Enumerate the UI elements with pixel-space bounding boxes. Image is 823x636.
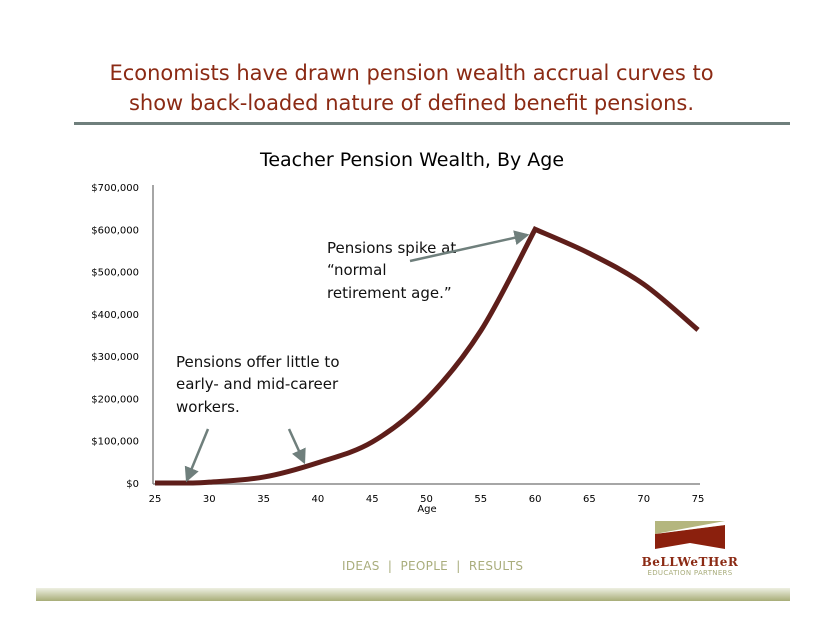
title-divider — [74, 122, 790, 125]
slide-headline: Economists have drawn pension wealth acc… — [0, 58, 823, 118]
arrow-mid-career — [287, 428, 306, 465]
y-tick-label: $100,000 — [91, 437, 139, 448]
x-tick-label: 30 — [203, 494, 216, 505]
x-tick-label: 40 — [312, 494, 325, 505]
x-tick-label: 25 — [149, 494, 162, 505]
arrow-early-career — [184, 428, 210, 483]
x-tick-label: 45 — [366, 494, 379, 505]
headline-line-2: show back-loaded nature of defined benef… — [128, 91, 695, 115]
x-tick-label: 75 — [692, 494, 705, 505]
tagline: IDEAS | PEOPLE | RESULTS — [342, 559, 524, 573]
x-tick-label: 70 — [637, 494, 650, 505]
y-tick-label: $600,000 — [91, 225, 139, 236]
x-axis-label: Age — [417, 504, 436, 515]
arrow-retirement-spike — [409, 230, 530, 263]
x-tick-label: 50 — [420, 494, 433, 505]
y-tick-label: $500,000 — [91, 268, 139, 279]
chart-title: Teacher Pension Wealth, By Age — [259, 149, 564, 171]
logo-name: BeLLWeTHeR — [641, 555, 739, 569]
annotation-left-1: Pensions offer little to — [176, 353, 340, 371]
annotation-right-2: “normal — [327, 261, 387, 279]
footer-bar — [36, 588, 790, 601]
x-tick-label: 55 — [474, 494, 487, 505]
y-tick-label: $0 — [126, 479, 139, 490]
y-tick-label: $300,000 — [91, 352, 139, 363]
x-tick-label: 65 — [583, 494, 596, 505]
y-tick-label: $700,000 — [91, 183, 139, 194]
annotation-right-3: retirement age.” — [327, 284, 452, 302]
bellwether-logo: BeLLWeTHeR EDUCATION PARTNERS — [640, 521, 740, 577]
annotation-right-1: Pensions spike at — [327, 239, 456, 257]
annotation-left-2: early- and mid-career — [176, 375, 339, 393]
annotation-left-3: workers. — [176, 398, 240, 416]
y-tick-label: $200,000 — [91, 394, 139, 405]
logo-mark-icon — [655, 521, 725, 549]
headline-line-1: Economists have drawn pension wealth acc… — [109, 61, 714, 85]
x-tick-label: 60 — [529, 494, 542, 505]
x-tick-label: 35 — [257, 494, 270, 505]
logo-subtitle: EDUCATION PARTNERS — [647, 569, 733, 577]
y-tick-label: $400,000 — [91, 310, 139, 321]
